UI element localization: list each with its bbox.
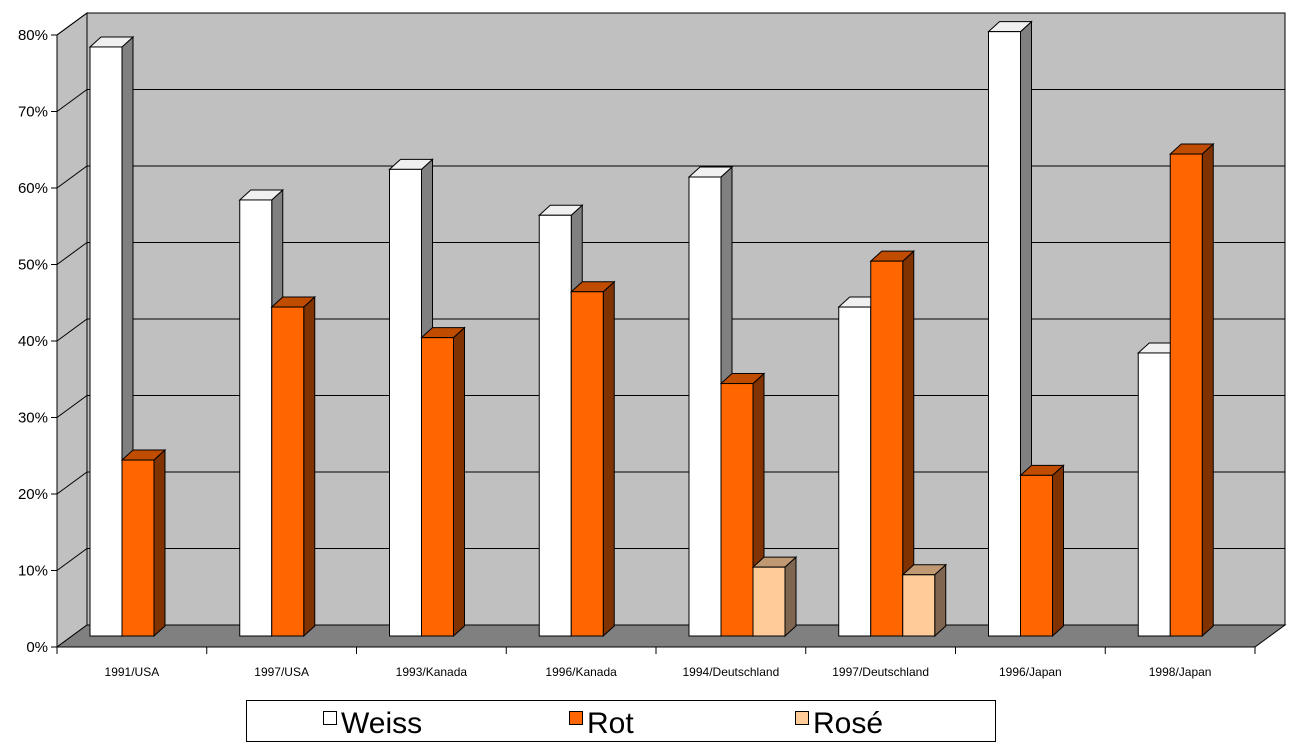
y-tick-label: 10% bbox=[18, 563, 48, 580]
legend-swatch-weiss bbox=[323, 711, 337, 725]
bar-1997/Deutschland-Weiss bbox=[837, 295, 884, 638]
bar-side bbox=[602, 280, 615, 638]
bar-front bbox=[688, 176, 722, 637]
bar-side bbox=[1201, 142, 1214, 638]
bar-1997/USA-Rot bbox=[270, 295, 317, 638]
bar-1998/Japan-Rot bbox=[1168, 142, 1215, 638]
bar-front bbox=[121, 459, 155, 637]
legend-label-weiss: Weiss bbox=[341, 707, 423, 740]
x-tick-label: 1996/Japan bbox=[999, 665, 1062, 679]
bar-front bbox=[988, 31, 1021, 637]
bar-front bbox=[720, 383, 754, 637]
bar-chart: 0% 10% 20% 30% 40% 50% 60% 70% 80% 1991/USA 1997/… bbox=[18, 12, 1287, 679]
bar-1997/Deutschland-Rosé bbox=[901, 563, 948, 638]
gridline bbox=[56, 89, 1285, 112]
bar-front bbox=[838, 306, 872, 637]
bar-side bbox=[453, 326, 465, 638]
y-tick-label: 40% bbox=[18, 333, 48, 350]
x-tick-label: 1996/Kanada bbox=[545, 665, 617, 679]
y-tick-label: 30% bbox=[18, 410, 48, 427]
bar-side bbox=[934, 563, 947, 638]
bar-1994/Deutschland-Rosé bbox=[751, 556, 798, 638]
bar-front bbox=[1137, 352, 1171, 637]
bar-1996/Kanada-Rot bbox=[569, 280, 616, 638]
y-tick-label: 60% bbox=[18, 180, 48, 197]
bar-front bbox=[1020, 474, 1053, 637]
y-tick-label: 70% bbox=[18, 104, 48, 121]
bar-1991/USA-Rot bbox=[120, 448, 167, 638]
legend-item-weiss: Weiss bbox=[323, 701, 422, 741]
bar-1993/Kanada-Rot bbox=[420, 326, 466, 638]
gridline bbox=[56, 242, 1285, 265]
gridline bbox=[56, 12, 1285, 36]
x-tick-label: 1998/Japan bbox=[1149, 665, 1212, 679]
x-tick-label: 1993/Kanada bbox=[396, 665, 468, 679]
y-tick-label: 50% bbox=[18, 257, 48, 274]
axes bbox=[51, 34, 1256, 654]
legend-item-rose: Rosé bbox=[795, 701, 883, 741]
bar-side bbox=[303, 295, 316, 638]
bar-front bbox=[271, 306, 305, 637]
legend-label-rot: Rot bbox=[587, 707, 634, 740]
bar-1997/Deutschland-Rot bbox=[869, 250, 916, 638]
x-tick-label: 1994/Deutschland bbox=[683, 665, 780, 679]
legend-swatch-rot bbox=[569, 711, 583, 725]
bar-1996/Japan-Rot bbox=[1019, 464, 1065, 638]
x-tick-label: 1997/Deutschland bbox=[832, 665, 929, 679]
bar-front bbox=[239, 199, 273, 637]
legend-item-rot: Rot bbox=[569, 701, 634, 741]
bar-side bbox=[153, 448, 166, 638]
bar-front bbox=[89, 46, 123, 637]
bar-front bbox=[870, 260, 904, 637]
legend: Weiss Rot Rosé bbox=[246, 700, 996, 742]
bar-front bbox=[752, 566, 786, 637]
legend-swatch-rose bbox=[795, 711, 809, 725]
bar-front bbox=[389, 168, 422, 637]
bars bbox=[88, 20, 1215, 638]
y-tick-label: 80% bbox=[18, 27, 48, 44]
x-tick-labels: 1991/USA 1997/USA 1993/Kanada 1996/Kanada 19… bbox=[105, 665, 1212, 679]
gridline bbox=[56, 165, 1285, 189]
y-tick-label: 20% bbox=[18, 486, 48, 503]
bar-front bbox=[902, 574, 936, 637]
x-tick-label: 1991/USA bbox=[105, 665, 160, 679]
bar-side bbox=[1052, 464, 1064, 638]
bar-front bbox=[570, 291, 604, 637]
y-tick-label: 0% bbox=[26, 639, 48, 656]
bar-front bbox=[421, 337, 454, 637]
legend-label-rose: Rosé bbox=[813, 707, 884, 740]
bar-1991/USA-Weiss bbox=[88, 35, 135, 638]
y-tick-labels: 0% 10% 20% 30% 40% 50% 60% 70% 80% bbox=[18, 27, 48, 656]
bar-side bbox=[784, 556, 797, 638]
bar-front bbox=[1169, 153, 1203, 637]
bar-front bbox=[538, 214, 572, 637]
x-tick-label: 1997/USA bbox=[254, 665, 309, 679]
